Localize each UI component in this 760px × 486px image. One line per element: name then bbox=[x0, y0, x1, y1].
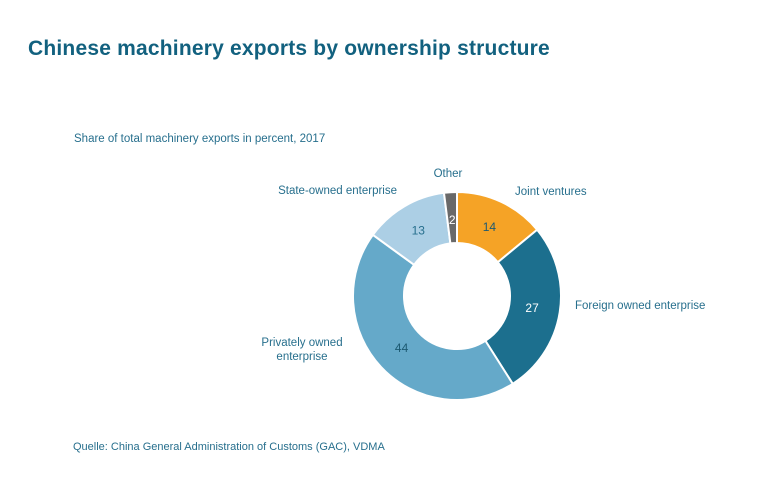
slice-value-label: 27 bbox=[525, 301, 539, 315]
slice-value-label: 2 bbox=[449, 213, 456, 227]
slice-value-label: 14 bbox=[483, 220, 497, 234]
donut-slice-other bbox=[442, 191, 458, 245]
source-text: Quelle: China General Administration of … bbox=[73, 441, 385, 453]
donut-slice-foreign-owned-enterprise bbox=[484, 228, 562, 385]
chart-subtitle: Share of total machinery exports in perc… bbox=[74, 133, 326, 145]
page-title: Chinese machinery exports by ownership s… bbox=[28, 37, 550, 60]
slice-value-label: 13 bbox=[412, 224, 426, 238]
slice-category-label: State-owned enterprise bbox=[278, 185, 397, 197]
donut-slice-privately-owned-enterprise bbox=[352, 233, 514, 402]
slice-category-label: Privately owned enterprise bbox=[261, 337, 343, 363]
slice-category-label: Other bbox=[433, 168, 463, 180]
slice-category-label: Joint ventures bbox=[515, 186, 587, 198]
slice-category-label: Foreign owned enterprise bbox=[575, 300, 706, 312]
slice-value-label: 44 bbox=[395, 341, 409, 355]
